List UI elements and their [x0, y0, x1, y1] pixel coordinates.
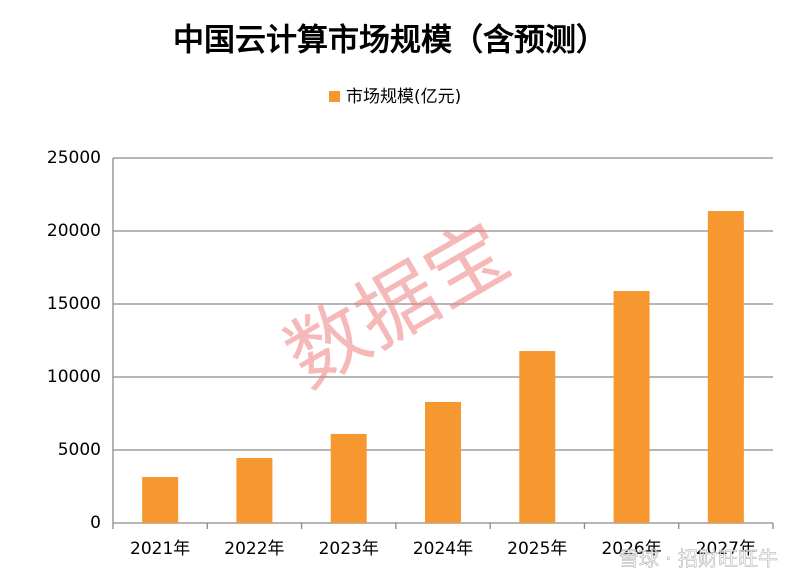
y-tick-label: 0: [90, 513, 101, 533]
x-tick-label: 2024年: [413, 539, 473, 559]
bar: [613, 291, 650, 523]
bar: [142, 477, 179, 523]
bar: [519, 351, 556, 523]
chart-title: 中国云计算市场规模（含预测）: [173, 23, 607, 59]
y-tick-label: 15000: [47, 294, 101, 314]
x-tick-label: 2026年: [601, 539, 661, 559]
x-tick-label: 2022年: [224, 539, 284, 559]
y-tick-label: 20000: [47, 221, 101, 241]
y-tick-label: 10000: [47, 367, 101, 387]
x-tick-label: 2021年: [130, 539, 190, 559]
watermark: 数据宝: [270, 205, 524, 406]
y-tick-label: 25000: [47, 148, 101, 168]
watermark: 雪球 · 招财旺旺牛: [619, 547, 778, 571]
y-tick-label: 5000: [58, 440, 101, 460]
legend-label: 市场规模(亿元): [346, 87, 461, 107]
x-tick-label: 2027年: [696, 539, 756, 559]
bar: [425, 401, 461, 523]
bar: [707, 210, 744, 524]
legend-swatch: [329, 91, 340, 102]
x-tick-label: 2025年: [507, 539, 567, 559]
bar: [330, 433, 367, 523]
x-tick-label: 2023年: [319, 539, 379, 559]
bar: [236, 458, 273, 523]
